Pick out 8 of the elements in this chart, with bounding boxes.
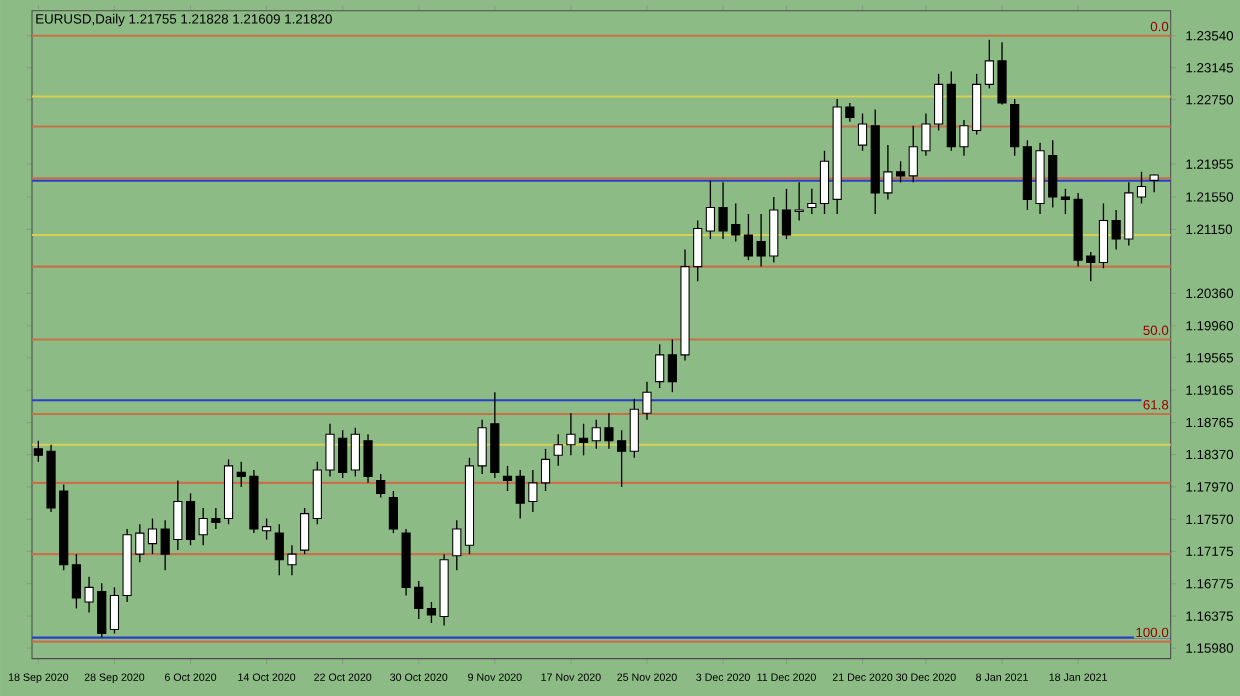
candlestick [300, 507, 310, 555]
candlestick [857, 112, 868, 152]
candlestick [1010, 98, 1020, 157]
candlestick [388, 490, 398, 534]
candlestick [376, 473, 386, 499]
candlestick [655, 343, 665, 389]
candlestick [452, 519, 462, 572]
candlestick [1149, 173, 1159, 193]
